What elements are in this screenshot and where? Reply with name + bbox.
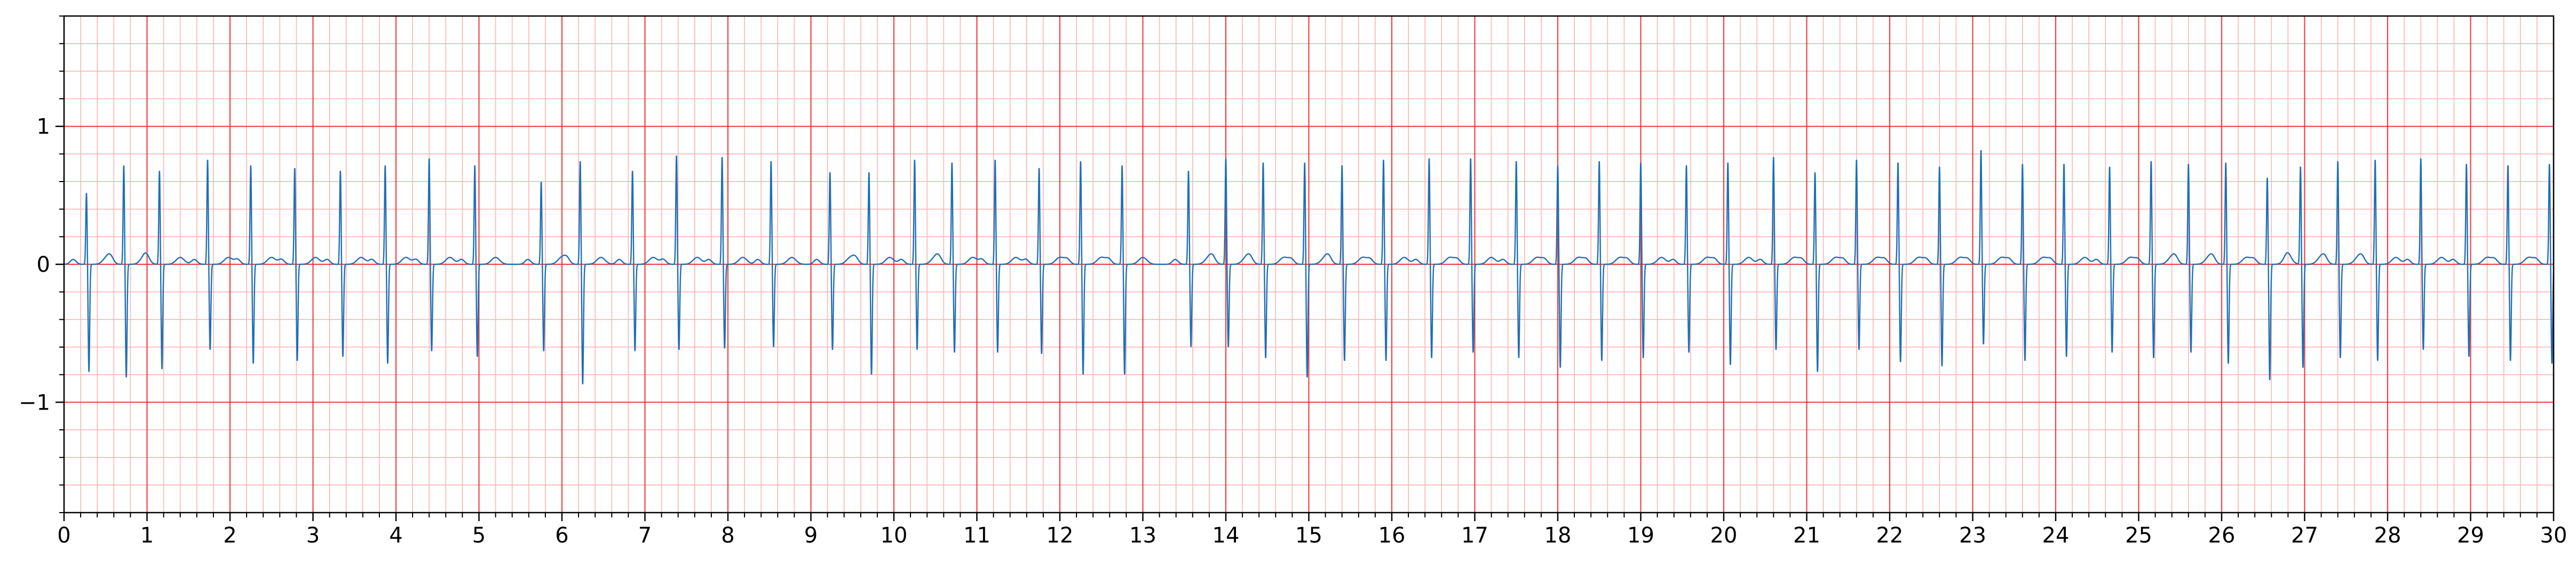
x-tick-label: 12: [1047, 523, 1074, 548]
x-axis: 0 1 2 3 4 5 6 7 8 9 10 11 12 13 14 15 16 17 18 19 20 21 22 23 24…: [57, 513, 2567, 548]
y-tick-label: 0: [37, 253, 50, 277]
ecg-series-line: [64, 150, 2555, 384]
x-tick-label: 3: [306, 523, 320, 548]
x-tick-label: 13: [1129, 523, 1156, 548]
x-tick-label: 0: [57, 523, 70, 548]
x-tick-label: 5: [472, 523, 486, 548]
x-tick-label: 6: [555, 523, 568, 548]
x-tick-label: 8: [721, 523, 734, 548]
x-tick-label: 17: [1461, 523, 1488, 548]
y-tick-label: −1: [19, 390, 50, 415]
x-tick-label: 24: [2042, 523, 2070, 548]
x-tick-label: 27: [2291, 523, 2318, 548]
plot-area: [64, 150, 2555, 384]
x-tick-label: 19: [1627, 523, 1654, 548]
x-tick-label: 25: [2125, 523, 2152, 548]
y-axis: −1 0 1: [19, 15, 64, 513]
x-tick-label: 26: [2208, 523, 2236, 548]
x-tick-label: 4: [389, 523, 402, 548]
x-tick-label: 14: [1212, 523, 1240, 548]
x-tick-label: 18: [1544, 523, 1572, 548]
x-tick-label: 1: [140, 523, 154, 548]
x-tick-label: 28: [2374, 523, 2401, 548]
x-tick-label: 2: [223, 523, 236, 548]
y-tick-label: 1: [37, 115, 50, 139]
x-tick-label: 20: [1710, 523, 1738, 548]
x-tick-label: 29: [2457, 523, 2484, 548]
x-tick-label: 10: [881, 523, 908, 548]
x-tick-label: 23: [1959, 523, 1986, 548]
x-tick-label: 7: [638, 523, 652, 548]
x-tick-label: 11: [963, 523, 990, 548]
x-tick-label: 21: [1793, 523, 1820, 548]
x-tick-label: 15: [1295, 523, 1322, 548]
x-tick-label: 30: [2540, 523, 2567, 548]
x-tick-label: 16: [1378, 523, 1406, 548]
x-tick-label: 9: [804, 523, 818, 548]
x-tick-label: 22: [1876, 523, 1904, 548]
